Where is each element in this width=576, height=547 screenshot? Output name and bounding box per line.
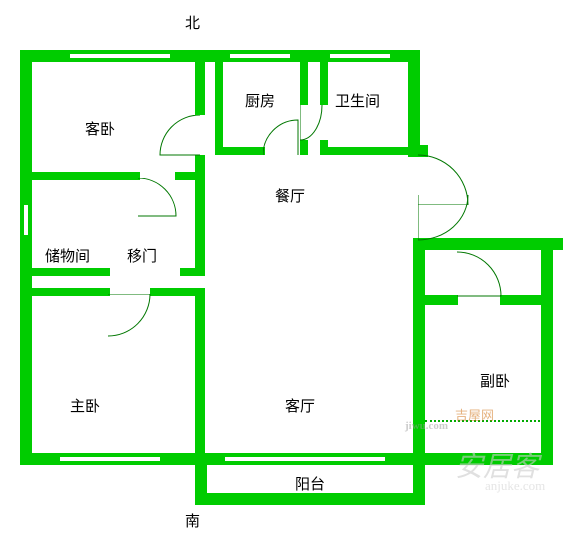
label-second-bedroom: 副卧 (480, 370, 510, 391)
wall-kit-bot (215, 147, 265, 155)
door-2br (457, 250, 505, 298)
label-guest-bedroom: 客卧 (85, 118, 115, 139)
door-master (108, 294, 153, 339)
wall-left-gap2 (28, 205, 32, 235)
wall-kit-left (215, 50, 223, 155)
wall-top-win1b (70, 58, 170, 62)
label-balcony: 阳台 (295, 473, 325, 494)
label-sliding-door: 移门 (127, 245, 157, 266)
wall-bot-win1t (60, 453, 160, 457)
label-storage: 储物间 (45, 245, 90, 266)
wall-lr-south-wb (225, 461, 385, 465)
watermark-anjuke-domain: anjuke.com (485, 478, 545, 494)
wall-storage-bot (20, 268, 110, 276)
wall-balcony-bot (195, 493, 425, 505)
wall-gbr-right-1 (195, 50, 205, 115)
wall-bot-1 (20, 453, 60, 465)
compass-south: 南 (185, 510, 200, 531)
wall-right-side (541, 238, 553, 465)
wall-2br-top-2 (500, 295, 553, 305)
wall-2br-left (413, 295, 425, 465)
wall-tr-down (408, 50, 420, 155)
wall-lr-south-wt (225, 453, 385, 457)
wall-kit-right-1 (300, 50, 308, 105)
label-living-room: 客厅 (285, 395, 315, 416)
compass-north: 北 (185, 12, 200, 33)
wall-bath-left-1 (320, 50, 328, 105)
wall-lr-south-2 (385, 453, 415, 465)
wall-bot-win1b (60, 461, 160, 465)
door-storage (138, 178, 178, 218)
door-entry2 (418, 195, 473, 245)
label-dining: 餐厅 (275, 185, 305, 206)
label-master-bedroom: 主卧 (70, 395, 100, 416)
watermark-anjuke: 安居客 (455, 445, 539, 485)
wall-dining-stub (413, 238, 425, 300)
floorplan-diagram: 北 南 (0, 0, 576, 547)
wall-right-side-stub (553, 238, 563, 250)
wall-top-win1t (70, 50, 170, 54)
wall-left-gap (20, 205, 24, 235)
label-kitchen: 厨房 (245, 90, 275, 111)
wall-mbr-top-1 (20, 288, 110, 296)
wall-top-win2b (230, 58, 290, 62)
wall-right-bot (413, 453, 553, 465)
dotted-line (425, 420, 540, 422)
wall-top-win3t (330, 50, 390, 54)
wall-mbr-right (195, 288, 205, 465)
label-bathroom: 卫生间 (335, 90, 380, 111)
wall-top-win3b (330, 58, 390, 62)
door-guest (155, 115, 200, 160)
door-bath (300, 105, 325, 145)
wall-top-win2t (230, 50, 290, 54)
wall-left-1 (20, 50, 32, 205)
wall-gbr-bot (20, 172, 140, 180)
wall-bath-bot (320, 147, 420, 155)
wall-storage-right (195, 172, 205, 276)
door-kitchen (263, 117, 303, 157)
